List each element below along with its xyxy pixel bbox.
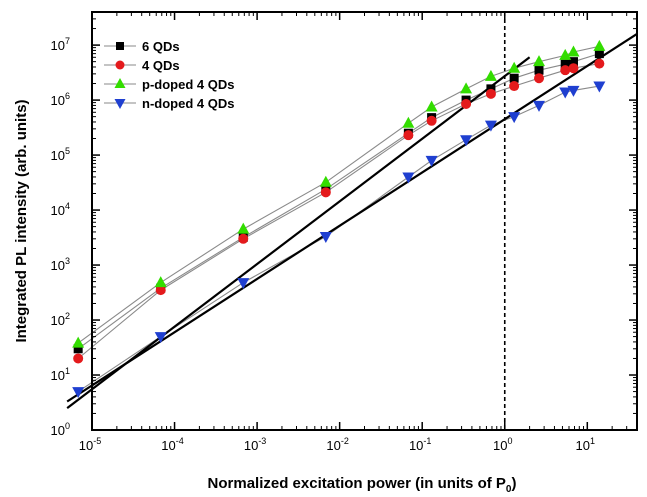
y-tick-label-4: 104 xyxy=(51,201,70,218)
data-point-s2-12 xyxy=(593,39,606,51)
data-point-s1-5 xyxy=(426,115,437,126)
data-point-s1-4 xyxy=(403,130,414,141)
legend-label-3: n-doped 4 QDs xyxy=(142,96,234,111)
data-point-s3-1 xyxy=(154,332,167,344)
data-point-s3-5 xyxy=(425,155,438,167)
y-tick-label-2: 102 xyxy=(51,311,70,328)
data-point-s0-12 xyxy=(594,49,604,59)
data-point-s3-11 xyxy=(567,85,580,97)
data-point-s0-9 xyxy=(534,65,544,75)
fit-line-0 xyxy=(66,56,531,409)
data-point-s2-10 xyxy=(559,48,572,60)
legend-label-2: p-doped 4 QDs xyxy=(142,77,234,92)
data-point-s1-9 xyxy=(534,73,545,84)
legend-label-0: 6 QDs xyxy=(142,39,180,54)
data-point-s2-2 xyxy=(237,222,250,234)
data-point-s3-2 xyxy=(237,278,250,290)
data-point-s2-9 xyxy=(533,55,546,67)
y-tick-label-6: 106 xyxy=(51,91,70,108)
data-point-s1-0 xyxy=(73,353,84,364)
plot-frame xyxy=(91,11,638,431)
x-tick-label-0: 10-5 xyxy=(79,436,101,453)
data-point-s2-6 xyxy=(460,82,473,94)
data-point-s1-10 xyxy=(560,65,571,76)
data-point-s3-3 xyxy=(319,232,332,244)
data-point-s1-8 xyxy=(509,81,520,92)
data-point-s3-0 xyxy=(72,387,85,399)
data-point-s2-11 xyxy=(567,45,580,57)
x-tick-label-2: 10-3 xyxy=(244,436,266,453)
data-point-s1-2 xyxy=(238,233,249,244)
data-point-s2-5 xyxy=(425,100,438,112)
data-point-s1-1 xyxy=(155,285,166,296)
data-point-s2-0 xyxy=(72,336,85,348)
data-point-s3-7 xyxy=(484,120,497,132)
data-point-s2-8 xyxy=(508,61,521,73)
y-axis-title: Integrated PL intensity (arb. units) xyxy=(13,99,30,342)
data-point-s2-1 xyxy=(154,276,167,288)
legend-marker-3 xyxy=(114,99,126,109)
data-point-s3-10 xyxy=(559,87,572,99)
y-tick-label-0: 100 xyxy=(51,421,70,438)
axis-ticks: 10-5 10-4 10-3 10-2 10-1 100 101 100 101 102 103 10… xyxy=(51,11,638,453)
data-point-s3-8 xyxy=(508,112,521,124)
data-point-s3-12 xyxy=(593,81,606,93)
x-tick-label-1: 10-4 xyxy=(161,436,183,453)
data-point-s0-8 xyxy=(509,73,519,83)
plot-content xyxy=(66,12,638,430)
data-point-s0-0 xyxy=(73,344,83,354)
data-point-s0-10 xyxy=(560,59,570,69)
legend-marker-2 xyxy=(114,78,126,88)
legend-marker-1 xyxy=(115,60,125,70)
data-point-s0-11 xyxy=(568,57,578,67)
data-point-s1-7 xyxy=(485,88,496,99)
legend-label-1: 4 QDs xyxy=(142,58,180,73)
series-line-3 xyxy=(77,85,600,393)
legend: 6 QDs 4 QDs p-doped 4 QDs n-doped 4 QDs xyxy=(104,39,234,111)
data-point-s1-3 xyxy=(320,187,331,198)
data-point-s3-4 xyxy=(402,172,415,184)
data-point-s3-9 xyxy=(533,100,546,112)
data-point-s1-6 xyxy=(461,98,472,109)
y-tick-label-7: 107 xyxy=(51,36,70,53)
y-tick-label-1: 101 xyxy=(51,366,70,383)
x-axis-title: Normalized excitation power (in units of… xyxy=(208,475,517,495)
data-point-s3-6 xyxy=(460,135,473,147)
x-tick-label-6: 101 xyxy=(576,436,595,453)
data-point-s2-4 xyxy=(402,116,415,128)
y-tick-label-5: 105 xyxy=(51,146,70,163)
x-tick-label-5: 100 xyxy=(493,436,512,453)
data-point-s1-12 xyxy=(594,58,605,69)
x-tick-label-3: 10-2 xyxy=(326,436,348,453)
legend-marker-0 xyxy=(116,42,124,50)
data-point-s1-11 xyxy=(568,63,579,74)
data-point-s2-7 xyxy=(484,69,497,81)
data-point-s2-3 xyxy=(319,175,332,187)
x-tick-label-4: 10-1 xyxy=(409,436,431,453)
y-tick-label-3: 103 xyxy=(51,256,70,273)
